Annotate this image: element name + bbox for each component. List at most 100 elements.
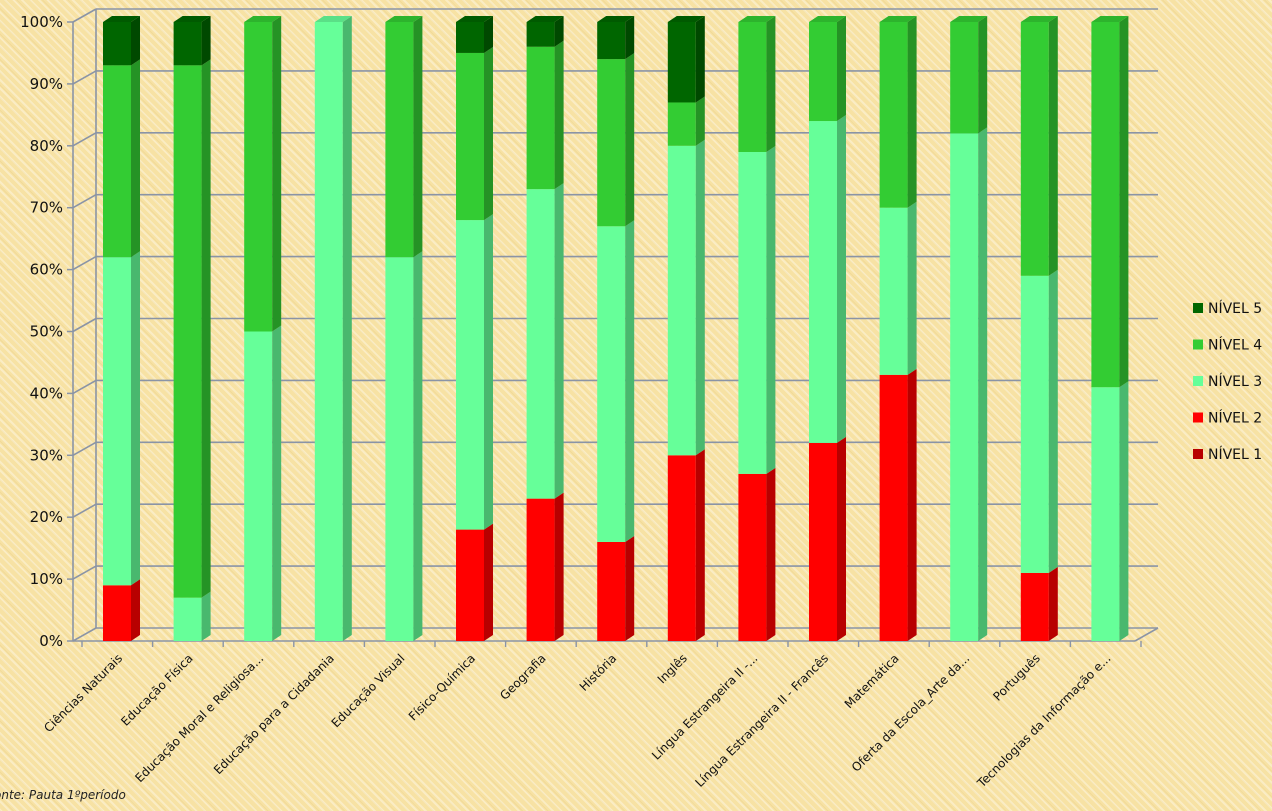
bar-segment — [385, 16, 423, 258]
bar-side — [837, 16, 846, 122]
legend-swatch — [1193, 339, 1203, 350]
bar-top — [950, 16, 988, 22]
legend-item: NÍVEL 3 — [1193, 373, 1262, 390]
bar-segment — [738, 145, 776, 474]
bar-segment — [597, 53, 635, 227]
bar-front — [314, 22, 343, 641]
bar-side — [272, 16, 282, 332]
bar-segment — [244, 325, 282, 641]
bar-front — [1020, 275, 1049, 573]
bar-front — [597, 541, 626, 641]
legend-label: NÍVEL 4 — [1208, 337, 1262, 354]
legend-swatch — [1193, 449, 1203, 459]
legend-swatch — [1193, 412, 1203, 423]
bar-side — [201, 59, 211, 598]
bar-top — [667, 16, 705, 22]
bar-side — [837, 436, 846, 641]
bar-front — [667, 455, 696, 641]
bar-side — [625, 535, 635, 641]
bar-front — [173, 22, 202, 66]
bar-front — [597, 226, 626, 542]
bar-side — [342, 16, 352, 641]
bar-segment — [103, 251, 140, 586]
bar-front — [667, 22, 696, 103]
bar-segment — [456, 16, 493, 53]
bar-front — [879, 22, 908, 208]
bar-segment — [809, 115, 846, 443]
bar-segment — [738, 16, 776, 152]
bar-top — [1020, 16, 1058, 22]
bar-side — [201, 591, 211, 641]
bar-front — [809, 121, 837, 443]
bar-top — [314, 16, 352, 22]
bar-front — [597, 59, 626, 227]
bar-segment — [456, 214, 493, 530]
x-tick-label: Educação Física — [118, 651, 196, 729]
gridline-side — [72, 255, 97, 271]
bar-side — [484, 523, 493, 641]
y-tick-label: 70% — [30, 199, 63, 217]
gridline-side — [72, 503, 97, 518]
bar-side — [907, 201, 917, 375]
x-tick-label: História — [577, 651, 620, 694]
y-tick-label: 100% — [20, 13, 63, 31]
bar-front — [1020, 572, 1049, 641]
bar-segment — [103, 579, 140, 641]
gridline-side — [72, 627, 97, 642]
bar-side — [837, 115, 846, 443]
gridline-side — [72, 70, 97, 85]
bar-front — [526, 189, 555, 499]
legend: NÍVEL 5 NÍVEL 4 NÍVEL 3 NÍVEL 2 NÍVEL 1 — [1193, 300, 1262, 463]
bar-segment — [526, 16, 564, 47]
x-tick-label: Educação para a Cidadania — [211, 651, 337, 777]
x-tick-label: Inglês — [655, 651, 690, 686]
bar-segment — [667, 16, 705, 103]
x-tick-label: Tecnologias da Informação e... — [974, 651, 1114, 791]
x-tick-label: Educação Moral e Religiosa... — [132, 651, 266, 785]
x-tick-label: Matemática — [842, 651, 902, 711]
bar-side — [625, 220, 635, 542]
bar-segment — [809, 16, 846, 122]
bar-front — [738, 22, 767, 152]
bar-front — [1020, 22, 1049, 276]
bar-segment — [385, 251, 423, 641]
legend-swatch — [1193, 303, 1203, 313]
bar-top — [103, 16, 140, 22]
bar-segment — [1020, 269, 1058, 573]
y-tick-label: 20% — [30, 508, 63, 526]
bar-segment — [173, 591, 211, 641]
floor-edge — [1134, 627, 1159, 642]
legend-item: NÍVEL 2 — [1193, 410, 1262, 427]
bar-segment — [314, 16, 352, 641]
bar-front — [809, 22, 837, 122]
bar-front — [103, 257, 131, 586]
bar-side — [413, 16, 423, 258]
bar-segment — [738, 467, 776, 641]
x-tick-label: Português — [990, 651, 1043, 704]
bar-side — [907, 16, 917, 208]
bar-front — [103, 585, 131, 641]
bar-segment — [667, 449, 705, 641]
bar-segment — [950, 127, 988, 642]
bar-segment — [597, 16, 635, 60]
gridline-side — [72, 132, 97, 147]
bar-front — [103, 22, 131, 66]
bar-front — [950, 22, 979, 134]
gridline-side — [72, 565, 97, 580]
bar-side — [695, 96, 705, 146]
x-tick-label: Físico-Química — [406, 651, 478, 723]
bar-side — [1119, 16, 1129, 388]
y-tick-label: 10% — [30, 570, 63, 588]
legend-item: NÍVEL 1 — [1193, 446, 1262, 463]
bar-segment — [103, 59, 140, 258]
bar-side — [766, 467, 776, 641]
bar-side — [554, 40, 564, 190]
bar-top — [809, 16, 846, 22]
bar-top — [456, 16, 493, 22]
bar-front — [456, 529, 484, 641]
bar-side — [695, 139, 705, 456]
bar-segment — [1020, 566, 1058, 641]
x-tick-label: Ciências Naturais — [41, 651, 125, 735]
bar-top — [244, 16, 282, 22]
